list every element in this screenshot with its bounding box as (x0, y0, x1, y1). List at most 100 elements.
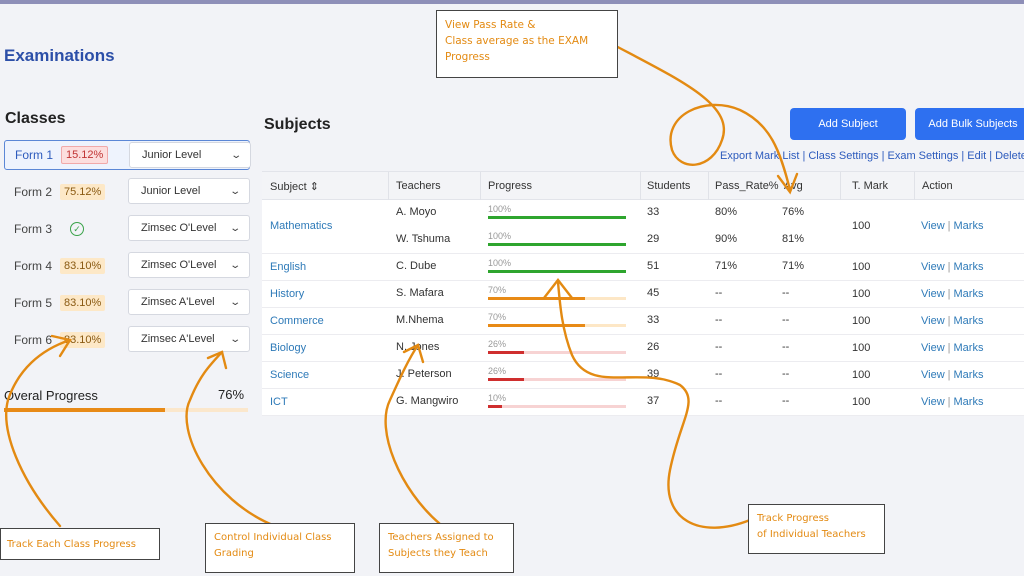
chevron-down-icon: ⌄ (229, 149, 242, 161)
table-row: Mathematics 100 View | Marks A. Moyo 33 80% 76% 1… (262, 200, 1024, 254)
view-link[interactable]: View (921, 260, 945, 273)
level-select[interactable]: Zimsec A'Level ⌄ (128, 289, 250, 315)
teacher-progress-bar (488, 351, 626, 354)
table-header: Subject ⇕ Teachers Progress Students Pas… (262, 172, 1024, 200)
class-name: Form 2 (14, 185, 53, 199)
student-count: 45 (647, 287, 660, 299)
teacher-progress-bar (488, 297, 626, 300)
total-mark: 100 (852, 395, 871, 408)
subject-link[interactable]: Commerce (270, 314, 324, 327)
teacher-name: S. Mafara (396, 287, 444, 299)
table-row: Science 100 View | Marks J. Peterson 39 -- -- 26% (262, 362, 1024, 389)
total-mark: 100 (852, 314, 871, 327)
sort-icon[interactable]: ⇕ (309, 181, 319, 193)
class-name: Form 5 (14, 296, 53, 310)
class-row[interactable]: Form 3 ✓ Zimsec O'Level ⌄ (4, 214, 250, 244)
level-select-value: Zimsec O'Level (141, 222, 217, 234)
header-pass-rate: Pass_Rate% (715, 180, 779, 192)
arrow-track-class-head (50, 334, 72, 358)
marks-link[interactable]: Marks (953, 395, 984, 408)
class-name: Form 6 (14, 333, 53, 347)
header-tmark: T. Mark (852, 180, 889, 192)
teacher-progress-bar (488, 324, 626, 327)
class-average: 71% (782, 260, 805, 272)
class-row[interactable]: Form 5 83.10% Zimsec A'Level ⌄ (4, 288, 250, 318)
class-progress-badge: 83.10% (60, 258, 106, 274)
total-mark: 100 (852, 287, 871, 300)
overall-progress-bar (4, 408, 248, 412)
marks-link[interactable]: Marks (953, 314, 984, 327)
class-row[interactable]: Form 2 75.12% Junior Level ⌄ (4, 177, 250, 207)
edit-link[interactable]: Edit (967, 150, 987, 162)
class-name: Form 4 (14, 259, 53, 273)
add-subject-button[interactable]: Add Subject (790, 108, 906, 140)
arrow-track-teachers-head (542, 278, 574, 300)
header-students: Students (647, 180, 691, 192)
view-link[interactable]: View (921, 287, 945, 300)
row-actions: View | Marks (921, 368, 984, 381)
class-row[interactable]: Form 4 83.10% Zimsec O'Level ⌄ (4, 251, 250, 281)
chevron-down-icon: ⌄ (228, 333, 241, 345)
chevron-down-icon: ⌄ (228, 259, 241, 271)
arrow-teachers-head (402, 343, 425, 364)
marks-link[interactable]: Marks (953, 260, 984, 273)
marks-link[interactable]: Marks (953, 287, 984, 300)
level-select[interactable]: Junior Level ⌄ (128, 178, 250, 204)
arrow-teachers (384, 343, 442, 526)
marks-link[interactable]: Marks (953, 220, 984, 232)
class-average: -- (782, 395, 790, 407)
class-row[interactable]: Form 6 83.10% Zimsec A'Level ⌄ (4, 325, 250, 355)
marks-link[interactable]: Marks (953, 368, 984, 381)
class-settings-link[interactable]: Class Settings (808, 150, 879, 162)
subject-link[interactable]: Biology (270, 341, 307, 354)
teacher-progress-label: 100% (488, 258, 512, 268)
arrow-pass-rate-head (776, 172, 799, 195)
header-progress: Progress (488, 180, 533, 192)
page-title: Examinations (4, 46, 115, 65)
subject-link[interactable]: History (270, 287, 305, 300)
level-select[interactable]: Zimsec O'Level ⌄ (128, 252, 250, 278)
student-count: 33 (647, 206, 660, 218)
view-link[interactable]: View (921, 220, 945, 232)
chevron-down-icon: ⌄ (228, 185, 241, 197)
row-actions: View | Marks (921, 341, 984, 354)
table-row: Biology 100 View | Marks N. Jones 26 -- -- 26% (262, 335, 1024, 362)
row-actions: View | Marks (921, 220, 984, 232)
level-select[interactable]: Junior Level ⌄ (129, 142, 251, 168)
arrow-pass-rate (610, 42, 792, 192)
pass-rate: 80% (715, 206, 738, 218)
pass-rate: -- (715, 287, 723, 299)
teacher-progress-fill (488, 351, 524, 354)
delete-link[interactable]: Delete (995, 150, 1024, 162)
subject-link[interactable]: Science (270, 368, 310, 381)
class-average: -- (782, 368, 790, 380)
level-select[interactable]: Zimsec A'Level ⌄ (128, 326, 250, 352)
subject-link[interactable]: English (270, 260, 307, 273)
class-progress-badge: 83.10% (60, 332, 106, 348)
class-row[interactable]: Form 1 15.12% Junior Level ⌄ (4, 140, 251, 170)
exam-settings-link[interactable]: Exam Settings (887, 150, 959, 162)
add-bulk-subjects-button[interactable]: Add Bulk Subjects (915, 108, 1024, 140)
subject-link[interactable]: ICT (270, 395, 288, 408)
student-count: 51 (647, 260, 660, 272)
header-subject[interactable]: Subject ⇕ (270, 181, 319, 193)
teacher-progress-label: 70% (488, 312, 507, 322)
view-link[interactable]: View (921, 314, 945, 327)
teacher-progress-label: 70% (488, 285, 507, 295)
view-link[interactable]: View (921, 368, 945, 381)
view-link[interactable]: View (921, 395, 945, 408)
teacher-name: W. Tshuma (396, 233, 451, 245)
level-select[interactable]: Zimsec O'Level ⌄ (128, 215, 250, 241)
annotation-control-grading: Control Individual Class Grading (205, 523, 355, 573)
view-link[interactable]: View (921, 341, 945, 354)
teacher-progress-label: 100% (488, 231, 512, 241)
arrow-track-teachers (556, 280, 752, 529)
class-name: Form 1 (15, 148, 54, 162)
pass-rate: 90% (715, 233, 738, 245)
table-row: Commerce 100 View | Marks M.Nhema 33 -- -- 70% (262, 308, 1024, 335)
student-count: 29 (647, 233, 660, 245)
subject-link[interactable]: Mathematics (270, 220, 333, 232)
annotation-pass-rate: View Pass Rate & Class average as the EX… (436, 10, 618, 78)
total-mark: 100 (852, 341, 871, 354)
marks-link[interactable]: Marks (953, 341, 984, 354)
